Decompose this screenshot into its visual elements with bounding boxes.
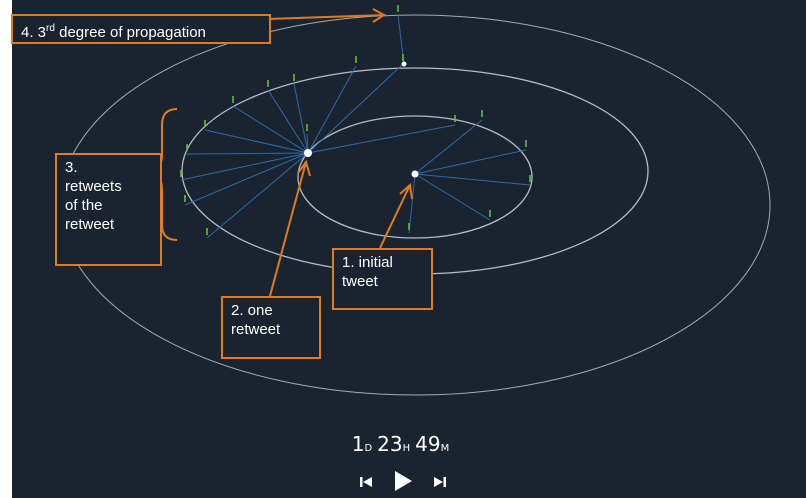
retweet-edge: [267, 89, 309, 154]
playback-controls: [0, 470, 806, 497]
degree3-label: 4. 3rd degree of propagation: [11, 14, 271, 44]
retweet-edge: [414, 149, 527, 175]
elapsed-time: 1D 23H 49M: [0, 432, 806, 456]
retweet-edge: [414, 173, 531, 186]
retweet-edge: [204, 129, 309, 154]
retweet-edge: [184, 152, 309, 206]
arrow-degree3: [266, 14, 385, 20]
retweet-edge: [307, 124, 456, 154]
retweet-edge: [414, 173, 491, 221]
retweets-label-line-1: 3.: [65, 159, 78, 176]
retweet-edge: [186, 152, 309, 155]
retweets-label-line-4: retweet: [65, 216, 115, 233]
one-retweet-label: 2. one retweet: [221, 296, 321, 359]
timer-minutes-unit: M: [440, 443, 450, 454]
retweet-edges: [180, 14, 531, 239]
degree3-label-prefix: 4. 3: [21, 24, 47, 41]
retweet-edge: [180, 152, 309, 181]
play-icon[interactable]: [393, 470, 413, 497]
inner-ring: [297, 115, 533, 239]
skip-back-icon[interactable]: [359, 475, 373, 493]
retweet-node: [304, 149, 312, 157]
retweets-of-retweet-label: 3. retweets of the retweet: [55, 153, 162, 266]
retweets-label-line-2: retweets: [65, 178, 122, 195]
retweet-edge: [307, 63, 404, 154]
timer-days: 1: [351, 432, 365, 456]
arrow-initial-tweet-head: [399, 183, 413, 200]
retweet-edge: [293, 83, 309, 154]
retweet-edge: [408, 173, 416, 234]
timer-minutes: 49: [415, 432, 441, 456]
initial-tweet-label-line-1: 1. initial: [342, 254, 393, 271]
skip-forward-icon[interactable]: [433, 475, 447, 493]
retweet-edge: [414, 119, 483, 175]
leaf-markers: [180, 5, 531, 235]
retweet-edge: [232, 105, 309, 154]
initial-tweet-label-line-2: tweet: [342, 273, 378, 290]
initial-tweet-label: 1. initial tweet: [332, 248, 433, 310]
one-retweet-label-line-1: 2. one: [231, 302, 273, 319]
timer-hours: 23: [377, 432, 403, 456]
retweet-edge: [307, 65, 357, 154]
degree3-label-suffix: degree of propagation: [54, 24, 206, 41]
one-retweet-label-line-2: retweet: [231, 321, 281, 338]
timer-days-unit: D: [364, 443, 373, 454]
arrow-initial-tweet: [379, 184, 411, 249]
arrow-degree3-head: [372, 8, 386, 23]
third-degree-node: [401, 61, 407, 67]
initial-tweet-node: [411, 170, 419, 178]
retweet-edge: [206, 152, 309, 239]
arrow-one-retweet: [269, 161, 307, 297]
degree3-label-sup: rd: [46, 23, 55, 34]
retweets-label-line-3: of the: [65, 197, 103, 214]
arrow-one-retweet-head: [297, 159, 311, 177]
timer-hours-unit: H: [402, 443, 411, 454]
